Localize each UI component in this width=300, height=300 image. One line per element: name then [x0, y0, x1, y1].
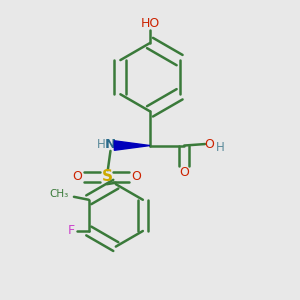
- Polygon shape: [114, 141, 150, 150]
- Text: S: S: [101, 169, 112, 184]
- Text: O: O: [72, 170, 82, 183]
- Text: CH₃: CH₃: [49, 189, 69, 200]
- Text: O: O: [132, 170, 142, 183]
- Text: H: H: [97, 138, 106, 151]
- Text: F: F: [68, 224, 75, 238]
- Text: N: N: [105, 138, 116, 151]
- Text: H: H: [215, 140, 224, 154]
- Text: O: O: [179, 167, 189, 179]
- Text: O: O: [205, 138, 214, 151]
- Text: HO: HO: [140, 17, 160, 30]
